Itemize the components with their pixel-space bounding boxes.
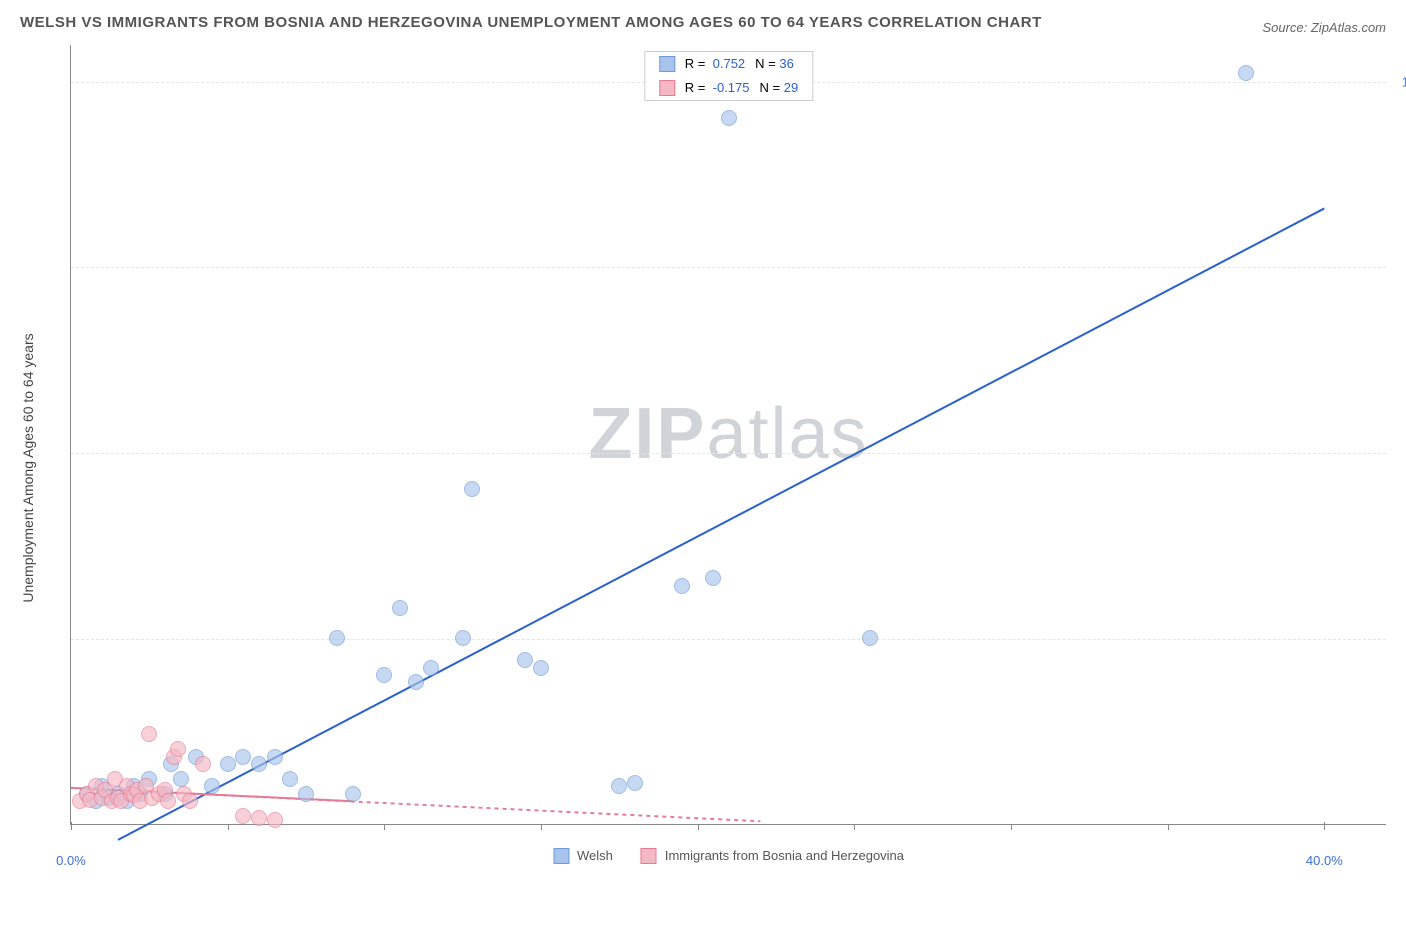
legend-r-label: R = 0.752	[685, 56, 745, 71]
legend-r-label: R = -0.175	[685, 80, 750, 95]
trend-lines	[71, 45, 1387, 825]
data-point	[464, 481, 480, 497]
data-point	[160, 793, 176, 809]
data-point	[721, 110, 737, 126]
data-point	[170, 741, 186, 757]
data-point	[267, 749, 283, 765]
data-point	[533, 660, 549, 676]
y-tick-label: 50.0%	[1391, 446, 1406, 461]
data-point	[408, 674, 424, 690]
data-point	[376, 667, 392, 683]
legend-stats-row: R = -0.175 N = 29	[645, 76, 812, 100]
data-point	[705, 570, 721, 586]
data-point	[455, 630, 471, 646]
legend-swatch	[659, 80, 675, 96]
data-point	[235, 749, 251, 765]
legend-swatch	[553, 848, 569, 864]
chart-title: WELSH VS IMMIGRANTS FROM BOSNIA AND HERZ…	[20, 12, 1042, 35]
data-point	[611, 778, 627, 794]
data-point	[392, 600, 408, 616]
data-point	[204, 778, 220, 794]
data-point	[423, 660, 439, 676]
legend-item: Immigrants from Bosnia and Herzegovina	[641, 848, 904, 864]
header: WELSH VS IMMIGRANTS FROM BOSNIA AND HERZ…	[20, 12, 1386, 35]
data-point	[517, 652, 533, 668]
plot-area: ZIPatlas 25.0%50.0%75.0%100.0%0.0%40.0%R…	[70, 45, 1386, 825]
data-point	[251, 810, 267, 826]
legend-swatch	[641, 848, 657, 864]
legend-stats: R = 0.752 N = 36 R = -0.175 N = 29	[644, 51, 813, 101]
data-point	[195, 756, 211, 772]
data-point	[251, 756, 267, 772]
legend-n-label: N = 36	[755, 56, 794, 71]
data-point	[1238, 65, 1254, 81]
legend-label: Immigrants from Bosnia and Herzegovina	[665, 848, 904, 863]
data-point	[141, 726, 157, 742]
data-point	[674, 578, 690, 594]
data-point	[329, 630, 345, 646]
source-label: Source: ZipAtlas.com	[1262, 20, 1386, 35]
data-point	[345, 786, 361, 802]
data-point	[173, 771, 189, 787]
legend-item: Welsh	[553, 848, 613, 864]
y-axis-label: Unemployment Among Ages 60 to 64 years	[20, 333, 36, 602]
legend-label: Welsh	[577, 848, 613, 863]
legend-series: Welsh Immigrants from Bosnia and Herzegov…	[553, 848, 904, 864]
data-point	[862, 630, 878, 646]
x-tick-label: 0.0%	[56, 853, 86, 868]
data-point	[220, 756, 236, 772]
data-point	[182, 793, 198, 809]
data-point	[627, 775, 643, 791]
chart-container: Unemployment Among Ages 60 to 64 years Z…	[20, 45, 1386, 875]
legend-stats-row: R = 0.752 N = 36	[645, 52, 812, 76]
data-point	[298, 786, 314, 802]
data-point	[282, 771, 298, 787]
y-tick-label: 25.0%	[1391, 631, 1406, 646]
legend-n-label: N = 29	[760, 80, 799, 95]
data-point	[267, 812, 283, 828]
y-tick-label: 100.0%	[1391, 74, 1406, 89]
y-tick-label: 75.0%	[1391, 260, 1406, 275]
legend-swatch	[659, 56, 675, 72]
x-tick-label: 40.0%	[1306, 853, 1343, 868]
data-point	[235, 808, 251, 824]
